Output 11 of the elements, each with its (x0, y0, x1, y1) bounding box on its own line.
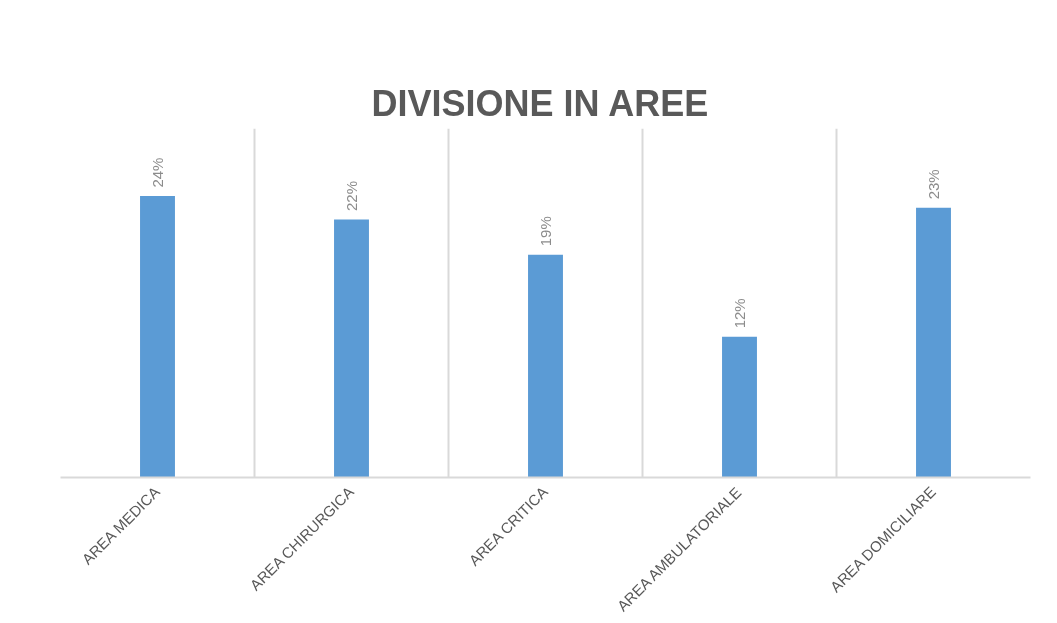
chart-title: DIVISIONE IN AREE (371, 82, 709, 124)
data-label: 22% (343, 181, 360, 212)
bar (140, 196, 175, 478)
bar (916, 207, 951, 478)
data-label: 19% (537, 216, 554, 247)
bar (334, 219, 369, 478)
bar (528, 254, 563, 478)
data-label: 24% (149, 157, 166, 188)
data-label: 12% (731, 298, 748, 329)
data-label: 23% (925, 169, 942, 200)
bar (722, 336, 757, 478)
